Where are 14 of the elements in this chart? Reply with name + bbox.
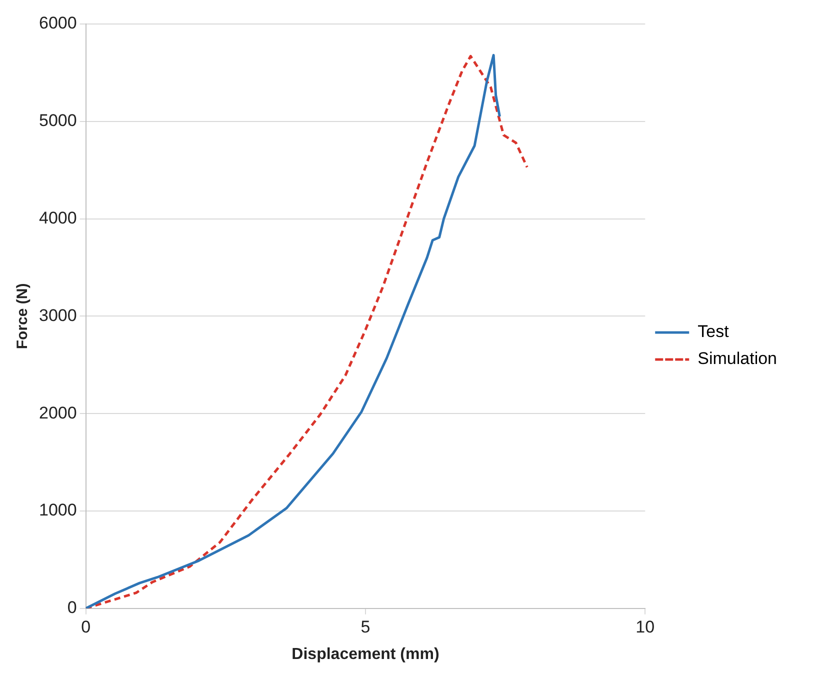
y-axis-title: Force (N)	[14, 283, 32, 350]
y-tick-label: 5000	[38, 111, 77, 130]
y-tick-label: 4000	[38, 208, 77, 228]
x-axis-title: Displacement (mm)	[292, 646, 440, 663]
y-tick-label: 2000	[38, 403, 77, 422]
y-tick-label: 1000	[38, 500, 77, 520]
x-tick-label: 10	[636, 617, 655, 636]
legend-label: Simulation	[698, 349, 778, 368]
x-tick-label: 5	[360, 617, 370, 636]
legend-label: Test	[698, 322, 730, 342]
y-tick-label: 3000	[38, 306, 77, 325]
y-tick-label: 0	[67, 598, 77, 618]
y-tick-label: 6000	[38, 14, 77, 33]
x-tick-label: 0	[81, 617, 91, 636]
